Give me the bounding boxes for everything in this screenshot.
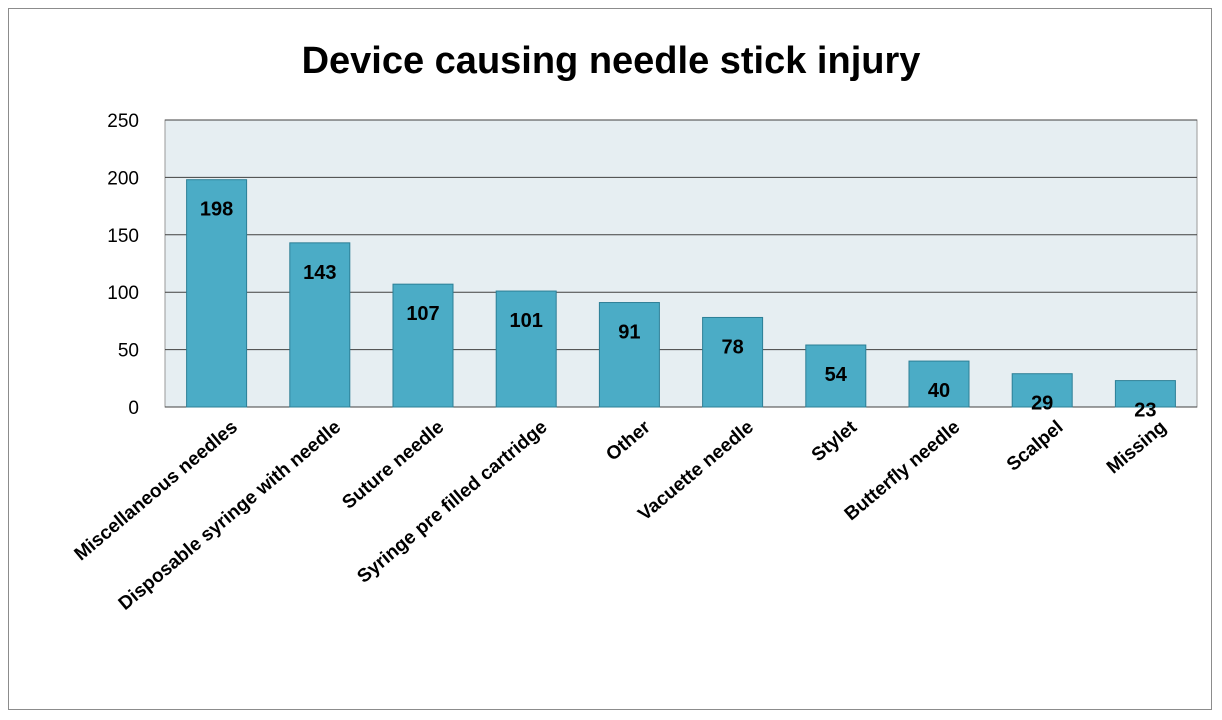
x-tick-label: Suture needle [338,417,448,514]
bar [908,360,970,408]
x-tick-label: Disposable syringe with needle [115,417,345,615]
data-label: 107 [406,303,439,325]
x-tick-label: Scalpel [1003,417,1067,476]
bar [186,179,248,408]
data-label: 29 [1031,393,1053,415]
x-tick-label: Other [602,416,655,465]
bar [392,283,454,408]
bar [702,316,764,408]
data-label: 101 [510,310,543,332]
bar [1011,373,1073,408]
y-tick-label: 200 [107,168,139,189]
bar [805,344,867,408]
x-tick-label: Syringe pre filled cartridge [353,417,551,588]
x-tick-label: Stylet [808,416,862,466]
data-label: 54 [825,364,848,386]
data-label: 78 [721,336,743,358]
data-label: 23 [1134,400,1156,422]
data-label: 91 [618,322,640,344]
y-tick-label: 100 [107,283,139,304]
bar [289,242,351,408]
bar [1114,380,1176,408]
bar [598,302,660,408]
data-label: 198 [200,199,233,221]
x-tick-label: Missing [1103,417,1171,479]
bar [495,290,557,408]
chart-title: Device causing needle stick injury [301,40,921,82]
y-tick-label: 250 [107,111,139,132]
y-tick-label: 0 [128,398,139,419]
y-axis: 0 50 100 150 200 250 [107,111,139,419]
y-tick-label: 150 [107,226,139,247]
bars: 198 143 107 101 91 78 54 40 29 23 [186,179,1176,422]
x-tick-label: Miscellaneous needles [71,417,242,565]
data-label: 40 [928,380,950,402]
y-tick-label: 50 [118,341,139,362]
data-label: 143 [303,262,336,284]
